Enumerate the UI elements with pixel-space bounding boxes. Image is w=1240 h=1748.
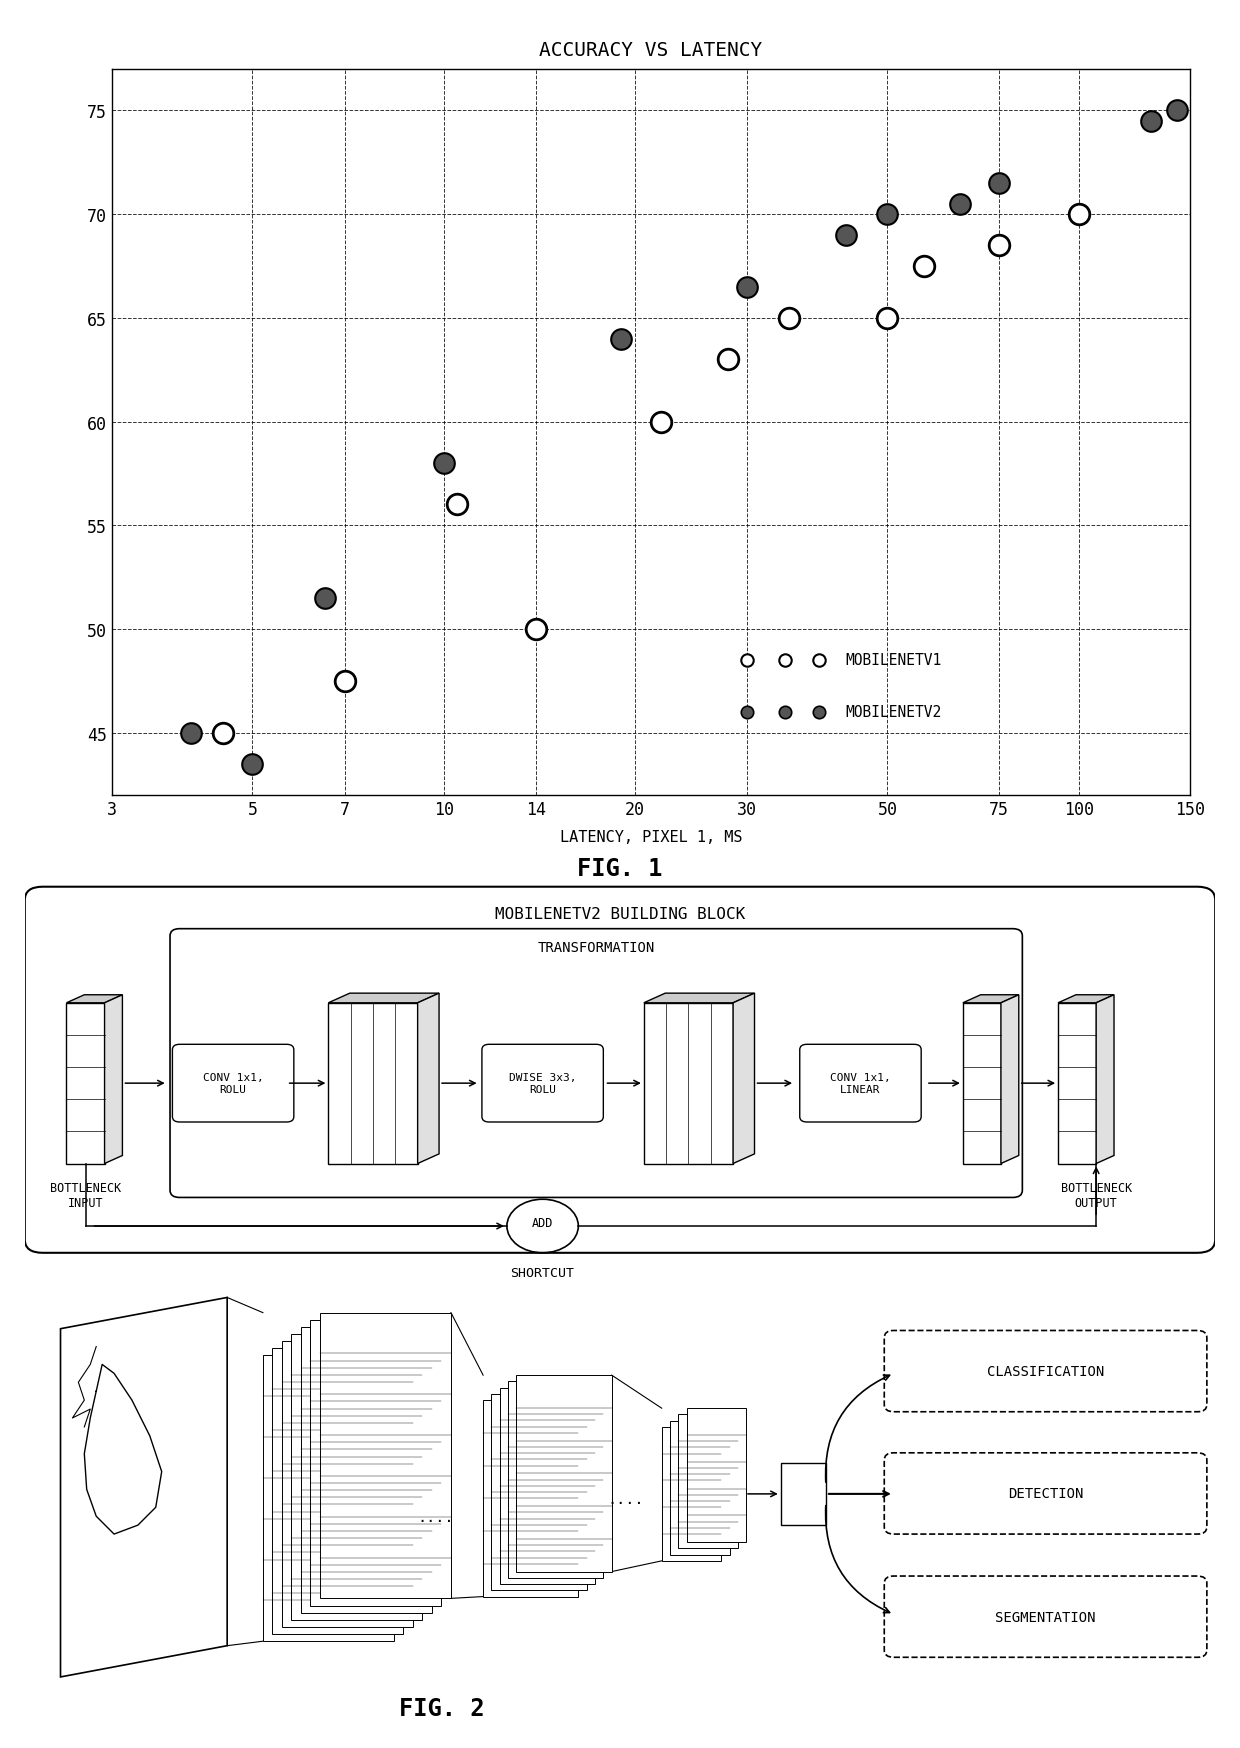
Point [779, 304, 799, 332]
Polygon shape [418, 993, 439, 1164]
Point [448, 491, 467, 519]
Polygon shape [1058, 995, 1114, 1003]
Polygon shape [733, 993, 754, 1164]
Polygon shape [781, 1463, 826, 1526]
Polygon shape [301, 1327, 432, 1613]
Polygon shape [263, 1356, 394, 1641]
Point [878, 201, 898, 229]
Polygon shape [281, 1341, 413, 1627]
Point [808, 699, 828, 727]
Polygon shape [500, 1388, 595, 1584]
Text: SHORTCUT: SHORTCUT [511, 1266, 574, 1280]
FancyBboxPatch shape [884, 1577, 1207, 1657]
Polygon shape [67, 995, 123, 1003]
Text: FIG. 1: FIG. 1 [578, 857, 662, 881]
Text: CONV 1x1,
LINEAR: CONV 1x1, LINEAR [830, 1073, 890, 1094]
Point [775, 647, 795, 675]
Polygon shape [61, 1297, 227, 1676]
Point [1141, 108, 1161, 136]
FancyBboxPatch shape [482, 1045, 604, 1122]
Polygon shape [310, 1320, 441, 1606]
Point [836, 222, 856, 250]
Point [1069, 201, 1089, 229]
Point [610, 325, 630, 353]
Text: CONV 1x1,
ROLU: CONV 1x1, ROLU [203, 1073, 263, 1094]
X-axis label: LATENCY, PIXEL 1, MS: LATENCY, PIXEL 1, MS [559, 829, 743, 844]
Point [181, 718, 201, 746]
Point [243, 750, 263, 778]
Point [737, 647, 756, 675]
Polygon shape [1096, 995, 1114, 1164]
Polygon shape [516, 1376, 611, 1571]
Polygon shape [291, 1334, 423, 1620]
Point [990, 170, 1009, 198]
Point [213, 718, 233, 746]
Polygon shape [1058, 1003, 1096, 1164]
Polygon shape [670, 1421, 729, 1554]
Point [651, 409, 671, 437]
Polygon shape [484, 1400, 578, 1596]
Polygon shape [962, 995, 1019, 1003]
FancyBboxPatch shape [884, 1330, 1207, 1412]
Point [737, 699, 756, 727]
Polygon shape [329, 1003, 418, 1164]
Polygon shape [678, 1414, 738, 1549]
FancyBboxPatch shape [800, 1045, 921, 1122]
Text: ....: .... [608, 1491, 645, 1507]
Title: ACCURACY VS LATENCY: ACCURACY VS LATENCY [539, 40, 763, 59]
Polygon shape [508, 1381, 604, 1578]
Point [434, 449, 454, 477]
Polygon shape [329, 993, 439, 1003]
Text: FIG. 2: FIG. 2 [399, 1696, 484, 1720]
Point [1167, 98, 1187, 126]
Text: TRANSFORMATION: TRANSFORMATION [538, 940, 655, 954]
Point [775, 699, 795, 727]
Text: MOBILENETV2 BUILDING BLOCK: MOBILENETV2 BUILDING BLOCK [495, 907, 745, 921]
Point [527, 615, 547, 643]
Text: DWISE 3x3,
ROLU: DWISE 3x3, ROLU [508, 1073, 577, 1094]
Point [878, 304, 898, 332]
Polygon shape [273, 1348, 403, 1634]
Polygon shape [662, 1426, 722, 1561]
Text: CLASSIFICATION: CLASSIFICATION [987, 1365, 1104, 1379]
Polygon shape [687, 1409, 746, 1542]
Point [718, 346, 738, 374]
Point [950, 191, 970, 218]
FancyBboxPatch shape [25, 888, 1215, 1253]
Point [914, 253, 934, 281]
FancyBboxPatch shape [884, 1453, 1207, 1535]
Polygon shape [491, 1395, 587, 1591]
Point [990, 232, 1009, 260]
Point [335, 668, 355, 696]
Text: MOBILENETV1: MOBILENETV1 [846, 654, 942, 668]
Text: MOBILENETV2: MOBILENETV2 [846, 704, 942, 720]
Polygon shape [644, 1003, 733, 1164]
Text: DETECTION: DETECTION [1008, 1486, 1084, 1500]
Polygon shape [104, 995, 123, 1164]
Polygon shape [962, 1003, 1001, 1164]
Text: ADD: ADD [532, 1217, 553, 1229]
Point [808, 647, 828, 675]
FancyBboxPatch shape [172, 1045, 294, 1122]
Polygon shape [67, 1003, 104, 1164]
Text: BOTTLENECK
OUTPUT: BOTTLENECK OUTPUT [1060, 1182, 1132, 1210]
Text: SEGMENTATION: SEGMENTATION [996, 1610, 1096, 1624]
Text: BOTTLENECK
INPUT: BOTTLENECK INPUT [50, 1182, 122, 1210]
Text: ....: .... [417, 1509, 454, 1524]
Point [737, 273, 756, 301]
FancyBboxPatch shape [170, 930, 1022, 1197]
Polygon shape [320, 1313, 451, 1598]
Point [315, 584, 335, 612]
Polygon shape [644, 993, 754, 1003]
Polygon shape [1001, 995, 1019, 1164]
